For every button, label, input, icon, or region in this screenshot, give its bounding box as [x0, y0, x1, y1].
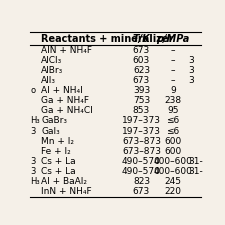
Text: 220: 220: [164, 187, 181, 196]
Text: o: o: [30, 86, 35, 95]
Text: AlCl₃: AlCl₃: [41, 56, 63, 65]
Text: 400–600: 400–600: [153, 167, 192, 176]
Text: AlBr₃: AlBr₃: [41, 66, 63, 75]
Text: Reactants + mineralizer: Reactants + mineralizer: [41, 34, 173, 44]
Text: 9: 9: [170, 86, 176, 95]
Text: 603: 603: [133, 56, 150, 65]
Text: Mn + I₂: Mn + I₂: [41, 137, 74, 146]
Text: 673: 673: [133, 76, 150, 85]
Text: –: –: [171, 66, 175, 75]
Text: 31-: 31-: [189, 167, 203, 176]
Text: Fe + I₂: Fe + I₂: [41, 147, 71, 156]
Text: 823: 823: [133, 177, 150, 186]
Text: 197–373: 197–373: [122, 127, 161, 136]
Text: Ga + NH₄F: Ga + NH₄F: [41, 96, 89, 105]
Text: 31-: 31-: [189, 157, 203, 166]
Text: 3: 3: [30, 167, 36, 176]
Text: p/MPa: p/MPa: [156, 34, 189, 44]
Text: 753: 753: [133, 96, 150, 105]
Text: H₃: H₃: [30, 117, 40, 126]
Text: –: –: [171, 46, 175, 55]
Text: –: –: [171, 56, 175, 65]
Text: 623: 623: [133, 66, 150, 75]
Text: Cs + La: Cs + La: [41, 167, 76, 176]
Text: 673–873: 673–873: [122, 137, 161, 146]
Text: Al + BaAl₂: Al + BaAl₂: [41, 177, 87, 186]
Text: 490–570: 490–570: [122, 167, 161, 176]
Text: 393: 393: [133, 86, 150, 95]
Text: Ga + NH₄Cl: Ga + NH₄Cl: [41, 106, 93, 115]
Text: T/K: T/K: [133, 34, 150, 44]
Text: –: –: [171, 76, 175, 85]
Text: 197–373: 197–373: [122, 117, 161, 126]
Text: AlN + NH₄F: AlN + NH₄F: [41, 46, 92, 55]
Text: GaBr₃: GaBr₃: [41, 117, 67, 126]
Text: AlI₃: AlI₃: [41, 76, 56, 85]
Text: 673: 673: [133, 187, 150, 196]
Text: 600: 600: [164, 137, 182, 146]
Text: 673: 673: [133, 46, 150, 55]
Text: 853: 853: [133, 106, 150, 115]
Text: 490–570: 490–570: [122, 157, 161, 166]
Text: ≤6: ≤6: [166, 127, 180, 136]
Text: 600: 600: [164, 147, 182, 156]
Text: ≤6: ≤6: [166, 117, 180, 126]
Text: 95: 95: [167, 106, 179, 115]
Text: 3: 3: [189, 76, 194, 85]
Text: 3: 3: [30, 157, 36, 166]
Text: 3: 3: [189, 56, 194, 65]
Text: 245: 245: [164, 177, 181, 186]
Text: 3: 3: [189, 66, 194, 75]
Text: InN + NH₄F: InN + NH₄F: [41, 187, 92, 196]
Text: GaI₃: GaI₃: [41, 127, 60, 136]
Text: 238: 238: [164, 96, 181, 105]
Text: Cs + La: Cs + La: [41, 157, 76, 166]
Text: Al + NH₄I: Al + NH₄I: [41, 86, 83, 95]
Text: 3: 3: [30, 127, 36, 136]
Text: 400–600: 400–600: [153, 157, 192, 166]
Text: H₃: H₃: [30, 177, 40, 186]
Text: 673–873: 673–873: [122, 147, 161, 156]
